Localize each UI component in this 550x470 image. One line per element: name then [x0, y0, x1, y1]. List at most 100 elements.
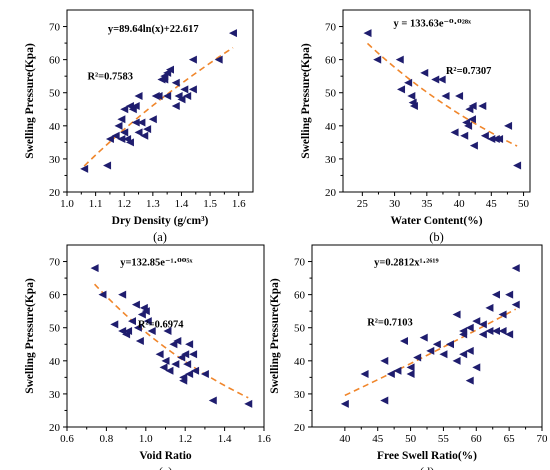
y-tick-label: 20: [325, 187, 337, 199]
y-axis-title: Swelling Pressure(Kpa): [24, 43, 36, 159]
data-point: [161, 356, 170, 365]
data-point: [400, 336, 408, 345]
data-point: [441, 92, 450, 101]
data-point: [117, 135, 126, 144]
data-point: [380, 356, 389, 365]
data-point: [480, 131, 489, 140]
data-point: [478, 320, 487, 329]
data-point: [452, 356, 461, 365]
panel-label: (a): [153, 230, 167, 244]
plot-frame: [66, 244, 265, 428]
data-point: [397, 85, 406, 94]
data-point: [98, 290, 107, 299]
x-tick-label: 1.3: [146, 198, 160, 210]
data-point: [404, 78, 413, 87]
x-tick-label: 70: [537, 433, 549, 445]
y-tick-label: 30: [49, 154, 61, 166]
data-point: [472, 317, 481, 326]
data-point: [228, 29, 237, 38]
y-tick-label: 20: [294, 422, 306, 434]
y-tick-label: 60: [294, 290, 306, 302]
trend-line: [344, 308, 517, 397]
x-tick-label: 65: [504, 433, 516, 445]
r-squared-label: R²=0.7103: [367, 317, 413, 328]
data-point: [465, 323, 474, 332]
data-point: [460, 131, 469, 140]
data-point: [131, 101, 140, 110]
data-point: [141, 307, 150, 316]
data-point: [131, 300, 140, 309]
data-point: [465, 346, 474, 355]
data-point: [179, 376, 188, 385]
panel-label: (d): [420, 465, 435, 470]
y-tick-label: 50: [294, 323, 306, 335]
data-point: [452, 310, 461, 319]
data-point: [189, 350, 198, 359]
data-point: [137, 118, 146, 127]
data-point: [513, 161, 522, 170]
data-point: [469, 141, 478, 150]
data-point: [120, 128, 129, 137]
data-point: [419, 333, 428, 342]
x-tick-label: 1.6: [257, 433, 271, 445]
data-point: [386, 370, 395, 379]
data-point: [140, 131, 149, 140]
data-point: [406, 363, 415, 372]
y-tick-label: 70: [294, 257, 306, 269]
data-point: [159, 363, 168, 372]
data-point: [134, 128, 143, 137]
data-point: [505, 290, 514, 299]
y-tick-label: 40: [49, 356, 61, 368]
y-tick-label: 50: [49, 88, 61, 100]
data-point: [173, 336, 182, 345]
data-point: [380, 396, 389, 405]
y-axis-title: Swelling Pressure(Kpa): [269, 278, 281, 394]
x-tick-label: 25: [357, 198, 369, 210]
data-point: [200, 370, 209, 379]
data-point: [118, 327, 127, 336]
data-point: [495, 135, 504, 144]
x-tick-label: 1.1: [89, 198, 103, 210]
plot-frame: [342, 9, 531, 193]
data-point: [143, 125, 152, 134]
data-point: [413, 353, 422, 362]
chart-panel-1: 1.0 1.1 1.2 1.3 1.4 1.5 1.6 20 30 40 50 60 70 Dry Den…: [24, 9, 254, 244]
data-point: [177, 95, 186, 104]
data-point: [147, 327, 156, 336]
data-point: [185, 370, 194, 379]
data-point: [511, 264, 520, 273]
data-point: [137, 310, 146, 319]
data-point: [165, 366, 174, 375]
data-point: [191, 366, 200, 375]
y-tick-label: 70: [325, 22, 337, 34]
data-point: [128, 317, 137, 326]
data-point: [188, 85, 197, 94]
r-squared-label: R²=0.7583: [87, 72, 133, 83]
data-point: [120, 105, 129, 114]
data-point: [505, 330, 514, 339]
x-tick-label: 40: [454, 198, 466, 210]
y-tick-label: 20: [49, 187, 61, 199]
data-point: [439, 350, 448, 359]
data-point: [360, 370, 369, 379]
data-point: [373, 55, 382, 64]
data-point: [409, 101, 418, 110]
data-point: [188, 55, 197, 64]
data-point: [185, 340, 194, 349]
data-point: [450, 128, 459, 137]
x-tick-label: 40: [339, 433, 351, 445]
data-point: [498, 310, 507, 319]
data-point: [478, 330, 487, 339]
data-point: [459, 350, 468, 359]
x-tick-label: 30: [389, 198, 401, 210]
data-point: [125, 138, 134, 147]
data-point: [511, 300, 520, 309]
y-tick-label: 60: [49, 55, 61, 67]
data-point: [363, 29, 372, 38]
data-point: [478, 101, 487, 110]
data-point: [492, 290, 500, 299]
plot-frame: [66, 9, 254, 193]
data-point: [118, 290, 127, 299]
y-axis-title: Swelling Pressure(Kpa): [300, 43, 312, 159]
